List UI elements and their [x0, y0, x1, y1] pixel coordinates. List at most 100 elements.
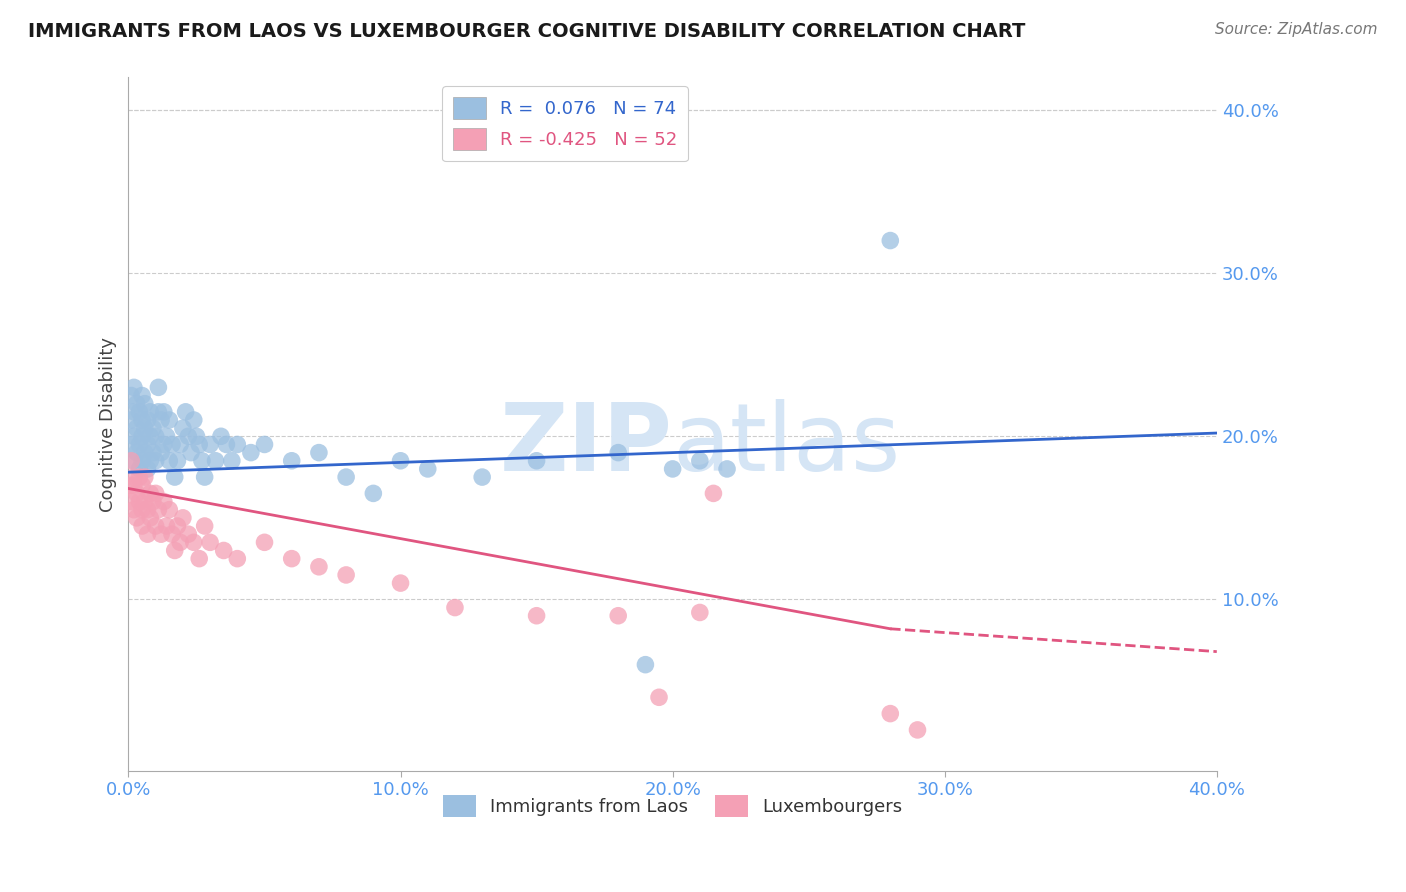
Point — [180, 445, 202, 459]
Text: ZIP: ZIP — [499, 399, 672, 491]
Point — [122, 429, 145, 443]
Point — [136, 462, 159, 476]
Point — [122, 478, 145, 492]
Point — [131, 388, 153, 402]
Point — [148, 380, 170, 394]
Point — [125, 486, 148, 500]
Point — [131, 454, 153, 468]
Point — [607, 445, 630, 459]
Point — [702, 486, 724, 500]
Point — [136, 413, 159, 427]
Point — [166, 519, 188, 533]
Point — [198, 535, 221, 549]
Point — [131, 502, 153, 516]
Point — [335, 470, 357, 484]
Point — [221, 454, 243, 468]
Point — [174, 405, 197, 419]
Point — [879, 234, 901, 248]
Point — [120, 413, 142, 427]
Point — [389, 454, 412, 468]
Point — [177, 527, 200, 541]
Point — [169, 535, 191, 549]
Point — [177, 429, 200, 443]
Point — [128, 405, 150, 419]
Point — [131, 413, 153, 427]
Point — [142, 494, 165, 508]
Point — [215, 437, 238, 451]
Point — [172, 511, 194, 525]
Point — [194, 519, 217, 533]
Point — [188, 551, 211, 566]
Point — [136, 502, 159, 516]
Point — [134, 421, 156, 435]
Point — [172, 421, 194, 435]
Point — [212, 543, 235, 558]
Point — [142, 421, 165, 435]
Point — [648, 690, 671, 705]
Point — [139, 405, 162, 419]
Point — [128, 470, 150, 484]
Point — [120, 388, 142, 402]
Point — [139, 511, 162, 525]
Point — [122, 470, 145, 484]
Point — [153, 437, 176, 451]
Point — [125, 397, 148, 411]
Point — [879, 706, 901, 721]
Point — [139, 429, 162, 443]
Point — [145, 486, 167, 500]
Point — [122, 405, 145, 419]
Point — [308, 559, 330, 574]
Point — [134, 494, 156, 508]
Point — [444, 600, 467, 615]
Point — [134, 445, 156, 459]
Legend: Immigrants from Laos, Luxembourgers: Immigrants from Laos, Luxembourgers — [436, 788, 910, 824]
Point — [253, 437, 276, 451]
Point — [198, 437, 221, 451]
Point — [188, 437, 211, 451]
Point — [120, 454, 142, 468]
Point — [150, 413, 173, 427]
Point — [148, 405, 170, 419]
Point — [183, 535, 205, 549]
Point — [145, 429, 167, 443]
Point — [157, 502, 180, 516]
Point — [125, 511, 148, 525]
Point — [607, 608, 630, 623]
Y-axis label: Cognitive Disability: Cognitive Disability — [100, 336, 117, 512]
Point — [416, 462, 439, 476]
Point — [145, 519, 167, 533]
Point — [122, 454, 145, 468]
Point — [907, 723, 929, 737]
Point — [689, 606, 711, 620]
Point — [166, 454, 188, 468]
Point — [169, 437, 191, 451]
Point — [155, 429, 177, 443]
Point — [153, 405, 176, 419]
Point — [160, 437, 183, 451]
Point — [335, 568, 357, 582]
Point — [120, 478, 142, 492]
Point — [125, 421, 148, 435]
Point — [150, 527, 173, 541]
Point — [280, 551, 302, 566]
Text: IMMIGRANTS FROM LAOS VS LUXEMBOURGER COGNITIVE DISABILITY CORRELATION CHART: IMMIGRANTS FROM LAOS VS LUXEMBOURGER COG… — [28, 22, 1025, 41]
Point — [689, 454, 711, 468]
Point — [471, 470, 494, 484]
Point — [526, 608, 548, 623]
Point — [131, 519, 153, 533]
Point — [716, 462, 738, 476]
Point — [239, 445, 262, 459]
Point — [157, 413, 180, 427]
Text: Source: ZipAtlas.com: Source: ZipAtlas.com — [1215, 22, 1378, 37]
Point — [145, 454, 167, 468]
Point — [163, 543, 186, 558]
Point — [131, 478, 153, 492]
Point — [134, 397, 156, 411]
Point — [157, 454, 180, 468]
Point — [122, 502, 145, 516]
Point — [183, 413, 205, 427]
Point — [191, 454, 214, 468]
Point — [308, 445, 330, 459]
Point — [204, 454, 226, 468]
Point — [160, 527, 183, 541]
